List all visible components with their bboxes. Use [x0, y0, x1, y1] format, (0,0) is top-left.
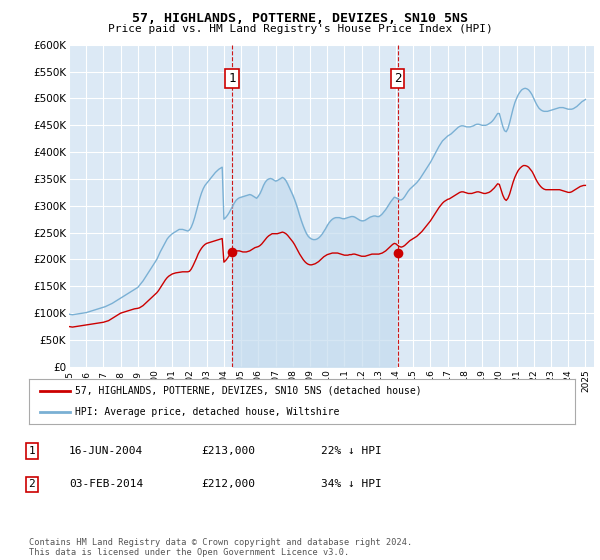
Text: £213,000: £213,000 [201, 446, 255, 456]
Text: 1: 1 [228, 72, 236, 85]
Text: 2: 2 [394, 72, 401, 85]
Text: 22% ↓ HPI: 22% ↓ HPI [321, 446, 382, 456]
Text: 03-FEB-2014: 03-FEB-2014 [69, 479, 143, 489]
Text: 1: 1 [28, 446, 35, 456]
Text: 57, HIGHLANDS, POTTERNE, DEVIZES, SN10 5NS (detached house): 57, HIGHLANDS, POTTERNE, DEVIZES, SN10 5… [75, 386, 422, 396]
Text: £212,000: £212,000 [201, 479, 255, 489]
Text: Price paid vs. HM Land Registry's House Price Index (HPI): Price paid vs. HM Land Registry's House … [107, 24, 493, 34]
Text: HPI: Average price, detached house, Wiltshire: HPI: Average price, detached house, Wilt… [75, 407, 340, 417]
Text: Contains HM Land Registry data © Crown copyright and database right 2024.
This d: Contains HM Land Registry data © Crown c… [29, 538, 412, 557]
Text: 34% ↓ HPI: 34% ↓ HPI [321, 479, 382, 489]
Text: 2: 2 [28, 479, 35, 489]
Text: 57, HIGHLANDS, POTTERNE, DEVIZES, SN10 5NS: 57, HIGHLANDS, POTTERNE, DEVIZES, SN10 5… [132, 12, 468, 25]
Text: 16-JUN-2004: 16-JUN-2004 [69, 446, 143, 456]
